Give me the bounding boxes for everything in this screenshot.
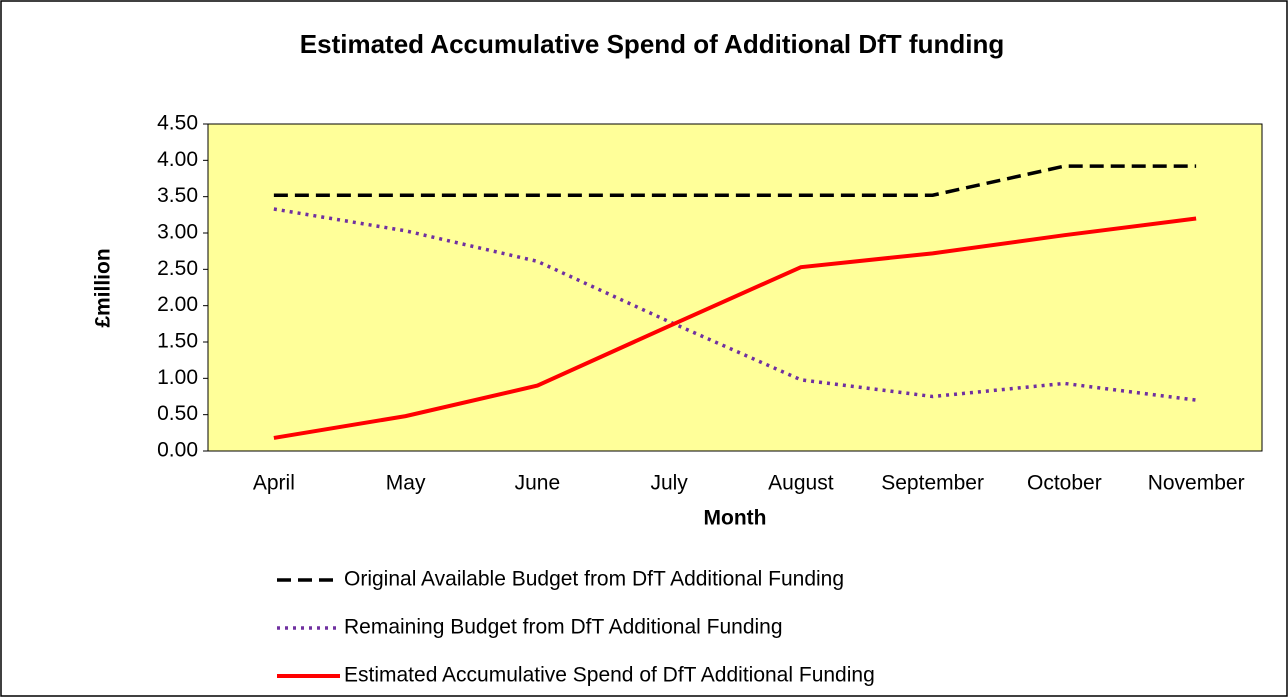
x-tick-label: September [881, 472, 984, 495]
y-tick-label: 3.00 [157, 221, 198, 244]
chart-title: Estimated Accumulative Spend of Addition… [300, 29, 1004, 59]
series-line [273, 216, 1197, 440]
y-tick-label: 1.50 [157, 330, 198, 353]
x-tick-label: May [386, 472, 426, 495]
y-tick-label: 1.00 [157, 366, 198, 389]
legend-label: Estimated Accumulative Spend of DfT Addi… [344, 664, 875, 687]
series-line [273, 164, 1197, 197]
legend-label: Remaining Budget from DfT Additional Fun… [344, 616, 783, 639]
x-tick-label: November [1148, 472, 1245, 495]
series-line [273, 207, 1197, 402]
x-tick-label: July [650, 472, 688, 495]
y-tick-label: 0.00 [157, 439, 198, 462]
x-tick-label: October [1027, 472, 1102, 495]
legend-label: Original Available Budget from DfT Addit… [344, 568, 844, 591]
y-axis-label: £million [92, 248, 115, 327]
x-axis-label: Month [704, 507, 767, 530]
y-tick-label: 3.50 [157, 184, 198, 207]
y-tick-label: 2.50 [157, 257, 198, 280]
y-tick-label: 2.00 [157, 293, 198, 316]
x-tick-label: June [515, 472, 561, 495]
plot-area [207, 123, 1263, 452]
x-tick-label: April [253, 472, 295, 495]
y-tick-label: 0.50 [157, 402, 198, 425]
y-tick-label: 4.00 [157, 148, 198, 171]
x-tick-label: August [768, 472, 834, 495]
y-tick-label: 4.50 [157, 112, 198, 135]
